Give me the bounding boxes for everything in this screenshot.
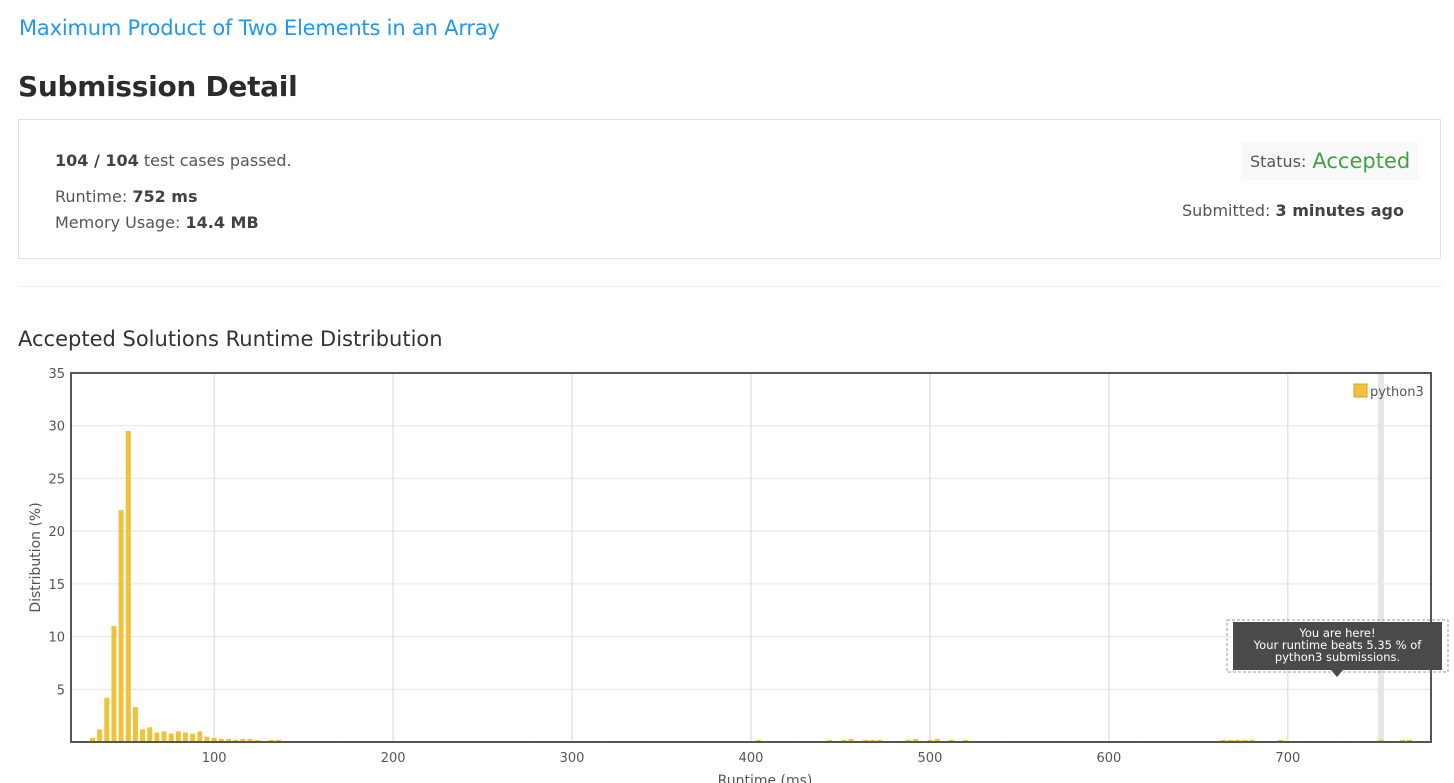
distribution-bar — [104, 697, 110, 742]
distribution-bar — [1242, 739, 1248, 742]
distribution-bar — [1235, 739, 1241, 742]
distribution-bar — [240, 738, 246, 742]
distribution-bar — [1228, 739, 1234, 742]
distribution-bar — [183, 732, 189, 742]
y-tick-label: 35 — [48, 367, 65, 382]
distribution-bar — [140, 729, 146, 742]
runtime-value: 752 ms — [132, 187, 198, 206]
distribution-bar — [161, 731, 167, 742]
test-cases-text: test cases passed. — [143, 151, 292, 170]
chart-heading: Accepted Solutions Runtime Distribution — [18, 327, 443, 351]
memory-label: Memory Usage: — [55, 213, 181, 232]
distribution-bar — [948, 739, 954, 742]
distribution-bar — [132, 707, 138, 742]
submitted-value: 3 minutes ago — [1275, 201, 1404, 220]
y-tick-label: 15 — [48, 578, 65, 593]
x-tick-label: 500 — [918, 751, 943, 766]
distribution-bar — [225, 738, 231, 742]
section-divider — [18, 286, 1442, 287]
x-tick-label: 400 — [739, 751, 764, 766]
distribution-bar — [877, 739, 883, 742]
distribution-bar — [211, 737, 217, 742]
y-axis-label: Distribution (%) — [28, 502, 44, 612]
distribution-bar — [934, 738, 940, 742]
distribution-bar — [154, 732, 160, 742]
distribution-bar — [268, 739, 274, 742]
distribution-bar — [841, 739, 847, 742]
x-tick-label: 200 — [381, 751, 406, 766]
distribution-bar — [197, 731, 203, 742]
plot-frame — [70, 372, 1432, 743]
distribution-bar — [147, 727, 153, 742]
distribution-bar — [963, 739, 969, 742]
distribution-bar — [204, 736, 210, 742]
y-tick-label: 30 — [48, 420, 65, 435]
distribution-bar — [125, 430, 131, 742]
problem-title-link[interactable]: Maximum Product of Two Elements in an Ar… — [19, 16, 500, 40]
distribution-bar — [97, 729, 103, 742]
x-tick-label: 300 — [560, 751, 585, 766]
tooltip-text: Your runtime beats 5.35 % of — [1253, 638, 1423, 652]
status-label: Status: — [1250, 151, 1307, 171]
x-axis-label: Runtime (ms) — [718, 773, 813, 783]
highlight-band — [1377, 373, 1384, 742]
distribution-bar — [233, 739, 239, 742]
distribution-bar — [168, 733, 174, 742]
distribution-bar — [190, 733, 196, 742]
tooltip-outline — [1226, 619, 1449, 673]
submitted-line: Submitted: 3 minutes ago — [1182, 201, 1404, 220]
runtime-label: Runtime: — [55, 187, 128, 206]
x-tick-label: 600 — [1096, 751, 1121, 766]
distribution-bar — [218, 738, 224, 742]
distribution-bar — [1278, 739, 1284, 742]
page-title: Submission Detail — [18, 70, 298, 103]
status-box: Status: Accepted — [1241, 142, 1420, 180]
runtime-line: Runtime: 752 ms — [55, 187, 197, 206]
distribution-bar — [175, 731, 181, 742]
test-cases-count: 104 / 104 — [55, 151, 139, 170]
runtime-distribution-chart: 5 10 15 20 25 30 35 100 200 300 400 500 600 700 python… — [28, 367, 1449, 783]
distribution-bar — [913, 738, 919, 742]
y-tick-label: 10 — [48, 631, 65, 646]
distribution-bar — [1407, 739, 1413, 742]
legend-label: python3 — [1370, 385, 1424, 400]
memory-line: Memory Usage: 14.4 MB — [55, 213, 259, 232]
y-tick-label: 5 — [57, 683, 65, 698]
distribution-bar — [927, 739, 933, 742]
distribution-bar — [276, 739, 282, 742]
distribution-bar — [89, 737, 95, 742]
distribution-bar — [863, 739, 869, 742]
legend-swatch — [1353, 383, 1368, 398]
distribution-bar — [905, 739, 911, 742]
x-tick-label: 700 — [1275, 751, 1300, 766]
test-cases-summary: 104 / 104 test cases passed. — [55, 151, 292, 170]
submission-detail-panel: 104 / 104 test cases passed. Runtime: 75… — [18, 119, 1441, 259]
submitted-label: Submitted: — [1182, 201, 1271, 220]
distribution-bar — [1220, 739, 1226, 742]
distribution-bar — [1378, 739, 1384, 742]
distribution-bar — [1399, 739, 1405, 742]
memory-value: 14.4 MB — [185, 213, 259, 232]
distribution-bar — [247, 738, 253, 742]
distribution-bar — [755, 739, 761, 742]
distribution-bar — [870, 739, 876, 742]
tooltip-pointer — [1331, 670, 1343, 677]
y-tick-label: 20 — [48, 525, 65, 540]
distribution-bar — [1249, 739, 1255, 742]
distribution-bar — [111, 626, 117, 742]
tooltip-text: python3 submissions. — [1275, 650, 1400, 664]
status-value: Accepted — [1312, 149, 1411, 173]
y-tick-label: 25 — [48, 472, 65, 487]
distribution-bar — [118, 510, 124, 742]
tooltip-text: You are here! — [1298, 626, 1375, 640]
x-tick-label: 100 — [202, 751, 227, 766]
distribution-bar — [254, 739, 260, 742]
tooltip-box — [1233, 622, 1442, 670]
distribution-bar — [827, 739, 833, 742]
distribution-bar — [848, 738, 854, 742]
